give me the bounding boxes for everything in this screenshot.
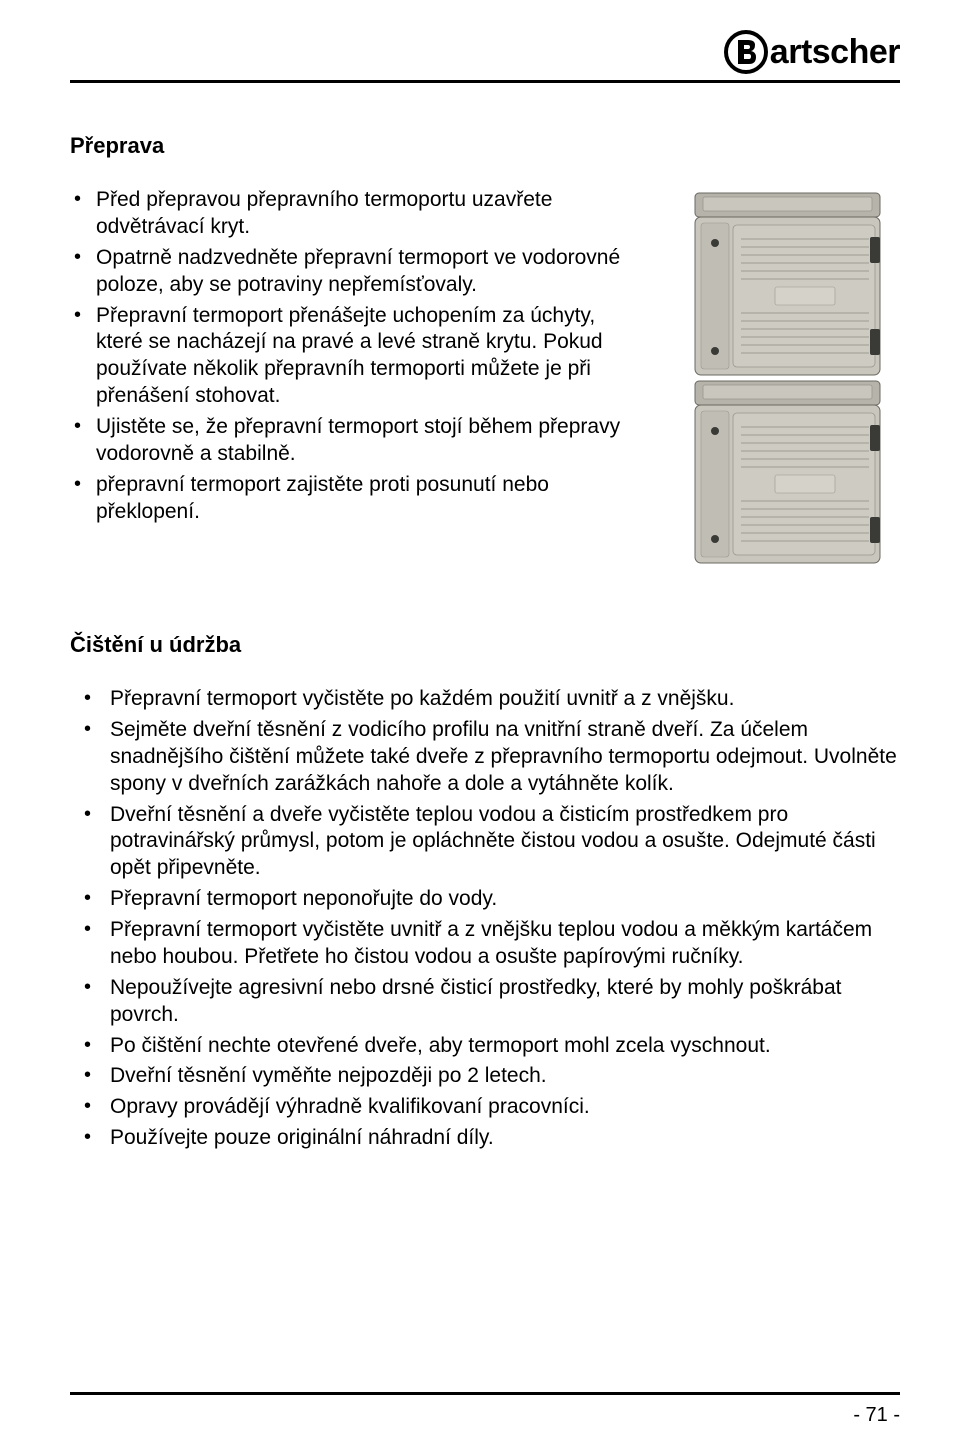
list-item: Používejte pouze originální náhradní díl…: [70, 1125, 900, 1152]
transport-bullet-list: Před přepravou přepravního termoportu uz…: [70, 187, 645, 526]
list-item: Sejměte dveřní těsnění z vodicího profil…: [70, 717, 900, 798]
brand-name: artscher: [770, 33, 900, 72]
logo-b-icon: [724, 30, 768, 74]
list-item: Ujistěte se, že přepravní termoport stoj…: [70, 414, 645, 468]
list-item: Opravy provádějí výhradně kvalifikovaní …: [70, 1094, 900, 1121]
section-title-transport: Přeprava: [70, 133, 900, 159]
transport-content-row: Před přepravou přepravního termoportu uz…: [70, 187, 900, 582]
list-item: Opatrně nadzvedněte přepravní termoport …: [70, 245, 645, 299]
list-item: Nepoužívejte agresivní nebo drsné čistic…: [70, 975, 900, 1029]
list-item: Dveřní těsnění vyměňte nejpozději po 2 l…: [70, 1063, 900, 1090]
list-item: Před přepravou přepravního termoportu uz…: [70, 187, 645, 241]
cleaning-bullet-list: Přepravní termoport vyčistěte po každém …: [70, 686, 900, 1152]
section-title-cleaning: Čištění u údržba: [70, 632, 900, 658]
product-image-column: [675, 187, 900, 582]
list-item: přepravní termoport zajistěte proti posu…: [70, 472, 645, 526]
list-item: Dveřní těsnění a dveře vyčistěte teplou …: [70, 802, 900, 883]
list-item: Po čištění nechte otevřené dveře, aby te…: [70, 1033, 900, 1060]
brand-logo: artscher: [724, 30, 900, 74]
page-number: - 71 -: [853, 1404, 900, 1427]
footer-divider: [70, 1392, 900, 1395]
list-item: Přepravní termoport vyčistěte uvnitř a z…: [70, 917, 900, 971]
page-header: artscher: [70, 30, 900, 83]
thermoport-image: [675, 187, 900, 577]
list-item: Přepravní termoport přenášejte uchopením…: [70, 303, 645, 411]
transport-text-column: Před přepravou přepravního termoportu uz…: [70, 187, 645, 582]
list-item: Přepravní termoport neponořujte do vody.: [70, 886, 900, 913]
list-item: Přepravní termoport vyčistěte po každém …: [70, 686, 900, 713]
